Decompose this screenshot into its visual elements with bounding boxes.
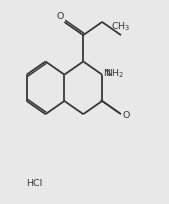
Text: O: O xyxy=(56,12,64,21)
Text: NH$_2$: NH$_2$ xyxy=(105,67,125,80)
Text: CH$_3$: CH$_3$ xyxy=(111,20,131,33)
Text: O: O xyxy=(122,111,130,120)
Text: N: N xyxy=(103,69,110,78)
Text: HCl: HCl xyxy=(26,178,42,187)
